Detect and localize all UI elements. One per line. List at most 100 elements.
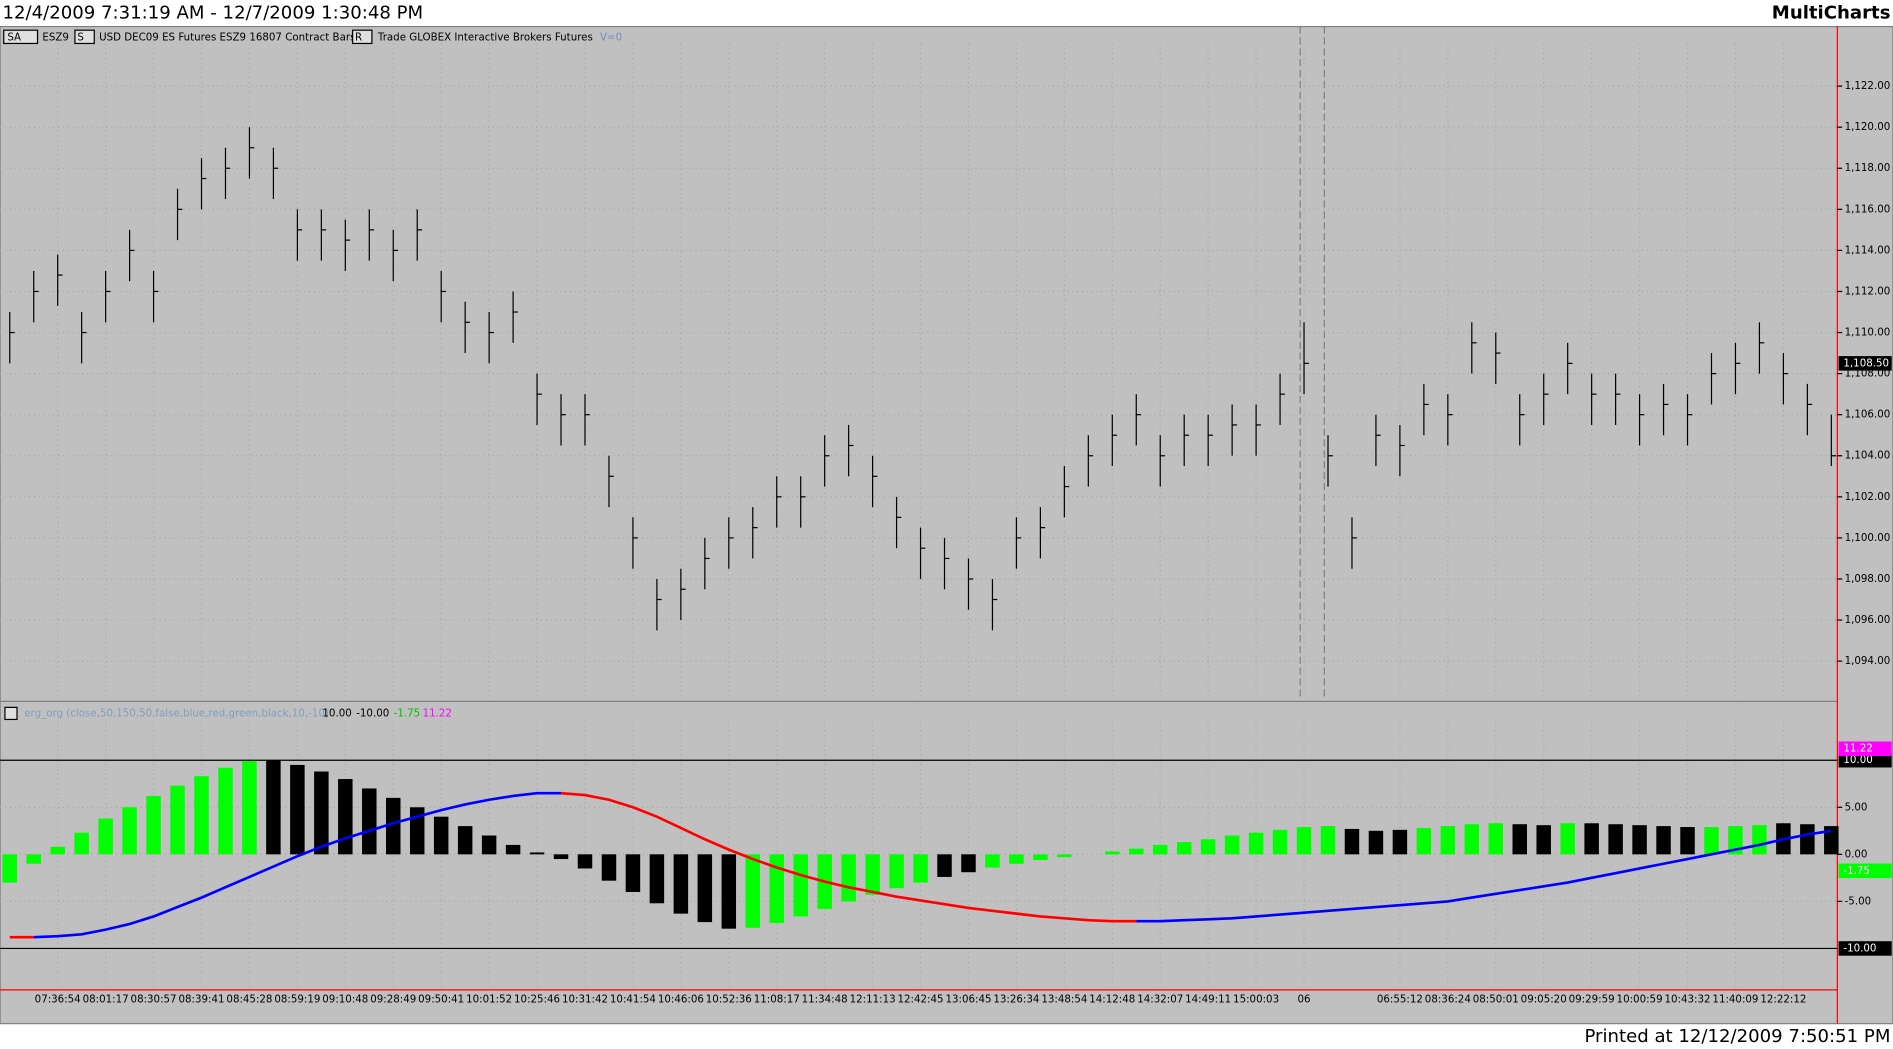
volume: V=0 — [600, 31, 622, 43]
histogram-bar — [1440, 826, 1456, 855]
histogram-bar — [745, 854, 761, 928]
legend-value: -1.75 — [394, 707, 421, 719]
time-label: 11:40:09 — [1712, 994, 1758, 1006]
symbol: ESZ9 — [42, 31, 69, 43]
time-label: 11:08:17 — [754, 994, 800, 1006]
histogram-bar — [1632, 825, 1647, 855]
histogram-bar — [386, 797, 401, 855]
histogram-bar — [793, 854, 808, 917]
indicator-legend: erg_org (close,50,150,50,false,blue,red,… — [4, 706, 452, 721]
histogram-bar — [314, 771, 329, 855]
histogram-bar — [1656, 826, 1671, 855]
histogram-bar — [1800, 824, 1815, 855]
badge-box[interactable] — [3, 29, 39, 45]
badge: SA — [7, 31, 21, 43]
signal-line — [1136, 829, 1832, 923]
time-label: 08:50:01 — [1473, 994, 1519, 1006]
legend-value: -10.00 — [356, 707, 389, 719]
histogram-bar — [1224, 835, 1240, 855]
time-label: 10:52:36 — [706, 994, 752, 1006]
histogram-bar — [1416, 827, 1432, 855]
y-tick-label: 1,108.00 — [1845, 368, 1891, 380]
histogram-bar — [170, 785, 185, 855]
histogram-bar — [1152, 844, 1168, 855]
r-button[interactable] — [351, 29, 373, 45]
time-label: 08:59:19 — [274, 994, 320, 1006]
histogram-bar — [362, 788, 377, 855]
histogram-bar — [553, 854, 569, 860]
y-tick-label: 1,112.00 — [1845, 285, 1891, 297]
histogram-bar — [1320, 826, 1336, 855]
histogram-bar — [98, 818, 113, 855]
histogram-bar — [1512, 824, 1527, 855]
histogram-bar — [625, 854, 641, 892]
time-label: 06:55:12 — [1377, 994, 1423, 1006]
threshold-label: -10.00 — [1843, 942, 1876, 954]
time-label: 11:34:48 — [802, 994, 848, 1006]
y-tick-label: 1,118.00 — [1845, 162, 1891, 174]
histogram-bar — [457, 826, 473, 855]
time-label: 12:11:13 — [850, 994, 896, 1006]
histogram-bar — [1176, 842, 1192, 855]
threshold-label: 10.00 — [1843, 754, 1872, 766]
footer: Printed at 12/12/2009 7:50:51 PM — [1584, 1026, 1890, 1047]
time-label: 13:06:45 — [945, 994, 991, 1006]
histogram-bar — [673, 854, 689, 914]
histogram-bar — [122, 807, 137, 855]
threshold-box — [1838, 941, 1892, 956]
histogram-bar — [242, 761, 257, 855]
histogram-bar — [505, 844, 521, 855]
y-tick-label: -5.00 — [1845, 895, 1872, 907]
histogram-bar — [769, 854, 784, 924]
time-label: 10:41:54 — [610, 994, 656, 1006]
histogram-bar — [1105, 851, 1120, 855]
histogram-bar — [266, 760, 281, 855]
histogram-bar — [50, 846, 65, 855]
time-label: 08:01:17 — [83, 994, 129, 1006]
symbol-bar: SA ESZ9 S USD DEC09 ES Futures ESZ9 1680… — [3, 29, 622, 45]
y-tick-label: 1,102.00 — [1845, 491, 1891, 503]
y-tick-label: 1,120.00 — [1845, 121, 1891, 133]
indicator-name: erg_org (close,50,150,50,false,blue,red,… — [24, 707, 329, 719]
histogram-bar — [481, 835, 497, 855]
time-label: 08:30:57 — [131, 994, 177, 1006]
time-label: 09:05:20 — [1521, 994, 1567, 1006]
y-tick-label: 1,104.00 — [1845, 450, 1891, 462]
marker-box — [1838, 741, 1892, 756]
histogram-bar — [338, 779, 353, 855]
histogram-bar — [146, 795, 161, 855]
close-button[interactable] — [4, 706, 18, 721]
signal-line — [560, 791, 1137, 923]
time-label: 08:36:24 — [1425, 994, 1471, 1006]
time-label: 09:29:59 — [1569, 994, 1615, 1006]
histogram-bar — [961, 854, 976, 873]
y-tick-label: 1,110.00 — [1845, 327, 1891, 339]
time-label: 13:48:54 — [1041, 994, 1087, 1006]
time-label: 08:39:41 — [178, 994, 224, 1006]
histogram-bar — [1464, 824, 1480, 855]
histogram-bar — [721, 854, 737, 929]
y-tick-label: 5.00 — [1845, 801, 1868, 813]
histogram-bar — [1560, 823, 1575, 855]
y-tick-label: 0.00 — [1845, 848, 1868, 860]
s-button[interactable] — [74, 29, 95, 45]
marker-label: -1.75 — [1843, 865, 1870, 877]
time-label: 14:12:48 — [1089, 994, 1135, 1006]
legend-value: 10.00 — [322, 707, 351, 719]
time-label: 10:43:32 — [1664, 994, 1710, 1006]
last-price-box — [1838, 356, 1892, 371]
time-label: 15:00:03 — [1233, 994, 1279, 1006]
histogram-bar — [218, 767, 233, 855]
time-label: 06 — [1298, 994, 1311, 1006]
time-label: 12:42:45 — [898, 994, 944, 1006]
histogram-bar — [1824, 826, 1839, 855]
histogram-bar — [290, 764, 305, 855]
signal-line — [33, 791, 562, 939]
histogram-bar — [2, 854, 18, 883]
time-label: 09:10:48 — [322, 994, 368, 1006]
histogram-bar — [697, 854, 713, 923]
time-label: 14:32:07 — [1137, 994, 1183, 1006]
histogram-bar — [577, 854, 593, 869]
